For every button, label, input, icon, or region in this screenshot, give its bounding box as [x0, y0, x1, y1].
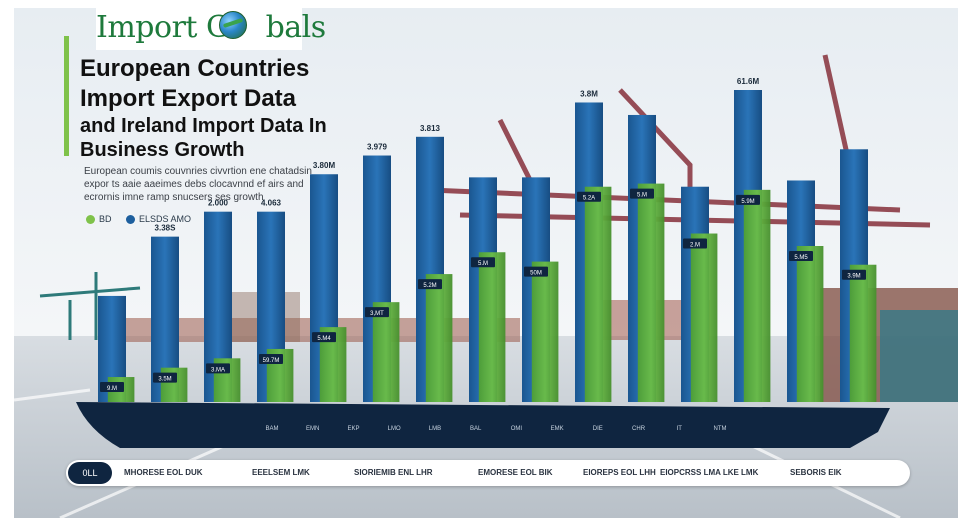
- data-label-box: [524, 266, 548, 277]
- bar-green: [849, 264, 877, 402]
- bar-green: [584, 186, 612, 402]
- logo-text: Import Gl bals: [96, 10, 326, 45]
- data-label: 5.2A: [583, 196, 595, 202]
- title-line-3: and Ireland Import Data In: [80, 115, 327, 137]
- ship-label: DIE: [593, 426, 603, 432]
- bar-green: [796, 246, 824, 402]
- bar-green: [478, 252, 506, 402]
- data-label-box: [153, 372, 177, 383]
- bar-top-label: 3.80M: [313, 161, 336, 170]
- footer-item-2: EEELSEM LMK: [252, 468, 310, 477]
- data-label-box: [206, 363, 230, 374]
- legend-swatch-green: [86, 215, 95, 225]
- footer-badge: 0LL: [68, 462, 112, 484]
- data-label: 5.2M: [423, 283, 436, 289]
- footer-item-7: SEBORIS EIK: [790, 468, 842, 477]
- title-line-2: Import Export Data: [80, 85, 297, 112]
- subtitle: European coumis couvnries civvrtion ene …: [84, 165, 344, 204]
- data-label-box: [683, 238, 707, 249]
- ship-label: EKP: [347, 426, 359, 432]
- data-label: 5.M4: [317, 336, 331, 342]
- data-label-box: [736, 194, 760, 205]
- legend: BD ELSDS AMO: [86, 214, 203, 225]
- data-label: 5.M: [637, 193, 647, 199]
- title-line-4: Business Growth: [80, 139, 245, 161]
- page-title: European Countries Import Export Data an…: [80, 54, 410, 162]
- footer-item-3: SIORIEMIB ENL LHR: [354, 468, 433, 477]
- ship-label: EMK: [551, 426, 564, 432]
- data-label: 5.M: [478, 261, 488, 267]
- bar-top-label: 3.979: [367, 143, 388, 152]
- bar-green: [743, 189, 771, 402]
- globe-icon: [219, 11, 247, 39]
- subtitle-line-1: European coumis couvnries civvrtion ene …: [84, 166, 312, 177]
- footer-bar: [66, 460, 910, 486]
- ship-label: LMO: [388, 426, 401, 432]
- bar-green: [690, 233, 718, 402]
- data-label-box: [312, 332, 336, 343]
- data-label: 3.9M: [847, 274, 860, 280]
- data-label-box: [418, 279, 442, 290]
- data-label-box: [365, 307, 389, 318]
- logo: Import Gl bals: [96, 6, 326, 50]
- bar-top-label: 3.38S: [155, 224, 177, 233]
- subtitle-line-3: ecrornis imne ramp snucsers ses growth: [84, 192, 264, 203]
- data-label: 50M: [530, 271, 542, 277]
- legend-label-green: BD: [99, 214, 112, 224]
- bar-top-label: 61.6M: [737, 77, 760, 86]
- ship-label: OMI: [511, 426, 523, 432]
- bar-top-label: 2.000: [208, 199, 229, 208]
- data-label: 3.5M: [158, 377, 171, 383]
- bar-green: [372, 302, 400, 402]
- data-label: 5.9M: [741, 199, 754, 205]
- data-label-box: [471, 257, 495, 268]
- data-label: 2.M: [690, 243, 700, 249]
- data-label: 5.M5: [794, 255, 808, 261]
- bars-group: 9.M 3.5M 3.38S 3.MA 2.000 59.7M 4.063 5.M4 3.80M…: [98, 77, 877, 432]
- data-label-box: [577, 191, 601, 202]
- bar-top-label: 4.063: [261, 199, 282, 208]
- data-label: 59.7M: [263, 358, 280, 364]
- ship-label: EMN: [306, 426, 319, 432]
- footer-item-6: EIOPCRSS LMA LKE LMK: [660, 468, 759, 477]
- ship-label: BAL: [470, 426, 482, 432]
- ship-label: LMB: [429, 426, 441, 432]
- ship-hull: [76, 402, 890, 448]
- data-label-box: [259, 353, 283, 364]
- footer-item-5: EIOREPS EOL LHH: [583, 468, 656, 477]
- title-line-1: European Countries: [80, 55, 310, 82]
- ship-label: NTM: [714, 426, 727, 432]
- accent-bar: [64, 36, 69, 156]
- footer-item-4: EMORESE EOL BIK: [478, 468, 553, 477]
- data-label-box: [842, 269, 866, 280]
- left-crane: [39, 272, 141, 340]
- ship-label: CHR: [632, 426, 646, 432]
- bar-green: [637, 183, 665, 402]
- data-label-box: [630, 188, 654, 199]
- ship-label: IT: [677, 426, 683, 432]
- footer-item-1: MHORESE EOL DUK: [124, 468, 203, 477]
- bar-green: [425, 274, 453, 402]
- data-label-box: [789, 251, 813, 261]
- data-label-box: [100, 382, 124, 393]
- legend-label-blue: ELSDS AMO: [139, 214, 192, 224]
- legend-item-blue: ELSDS AMO: [126, 214, 192, 225]
- legend-swatch-blue: [126, 215, 136, 225]
- data-label: 9.M: [107, 386, 117, 392]
- ship-label: BAM: [265, 426, 278, 432]
- legend-item-green: BD: [86, 214, 112, 225]
- data-label: 3,MT: [370, 311, 384, 317]
- bar-top-label: 3.813: [420, 124, 441, 133]
- bar-green: [531, 261, 559, 402]
- bar-top-label: 3.8M: [580, 89, 598, 98]
- data-label: 3.MA: [211, 367, 225, 373]
- subtitle-line-2: expor ts aaie aaeimes debs clocavnnd ef …: [84, 179, 304, 190]
